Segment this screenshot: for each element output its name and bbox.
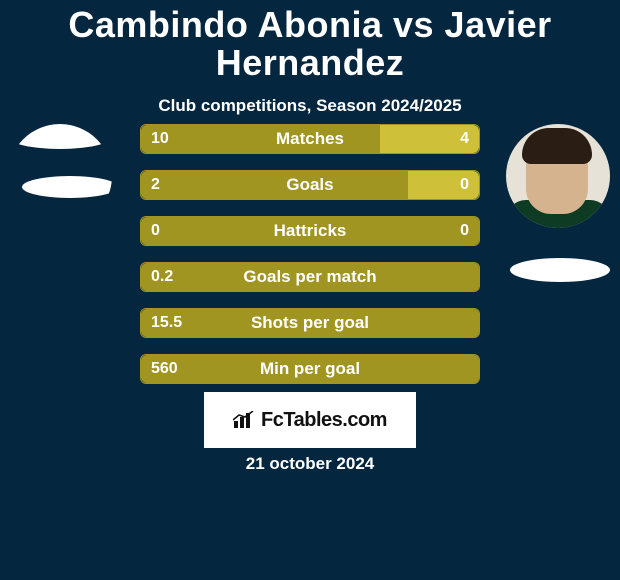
- stat-row: 104Matches: [140, 124, 480, 154]
- stat-row: 20Goals: [140, 170, 480, 200]
- stat-value-left: 10: [151, 125, 169, 153]
- stat-bar-left: [141, 263, 480, 291]
- brand-box: FcTables.com: [204, 392, 416, 448]
- stat-bar-left: [141, 355, 480, 383]
- brand-chart-icon: [233, 411, 255, 429]
- avatar-hair-shape: [522, 128, 592, 164]
- player-right-flag: [510, 258, 610, 282]
- page-subtitle: Club competitions, Season 2024/2025: [0, 96, 620, 116]
- stat-row: 560Min per goal: [140, 354, 480, 384]
- stat-bar-left: [141, 125, 382, 153]
- stat-row: 0.2Goals per match: [140, 262, 480, 292]
- stat-value-left: 15.5: [151, 309, 182, 337]
- brand-label: FcTables.com: [204, 392, 416, 448]
- player-left-flag: [10, 258, 110, 282]
- stat-value-right: 0: [460, 171, 469, 199]
- stat-bar-left: [141, 217, 480, 245]
- stat-bars-container: 104Matches20Goals00Hattricks0.2Goals per…: [140, 124, 480, 400]
- stat-value-left: 560: [151, 355, 178, 383]
- stat-row: 15.5Shots per goal: [140, 308, 480, 338]
- player-left-avatar: [8, 124, 112, 228]
- stat-row: 00Hattricks: [140, 216, 480, 246]
- stat-value-left: 0.2: [151, 263, 173, 291]
- stat-value-left: 2: [151, 171, 160, 199]
- player-right-avatar: [506, 124, 610, 228]
- date-label: 21 october 2024: [0, 454, 620, 474]
- stat-bar-left: [141, 309, 480, 337]
- avatar-placeholder-shape: [22, 176, 112, 198]
- stat-value-right: 4: [460, 125, 469, 153]
- stat-bar-left: [141, 171, 410, 199]
- stat-value-left: 0: [151, 217, 160, 245]
- brand-text: FcTables.com: [261, 409, 387, 432]
- page-title: Cambindo Abonia vs Javier Hernandez: [0, 0, 620, 82]
- avatar-placeholder-shape: [8, 124, 112, 149]
- stat-value-right: 0: [460, 217, 469, 245]
